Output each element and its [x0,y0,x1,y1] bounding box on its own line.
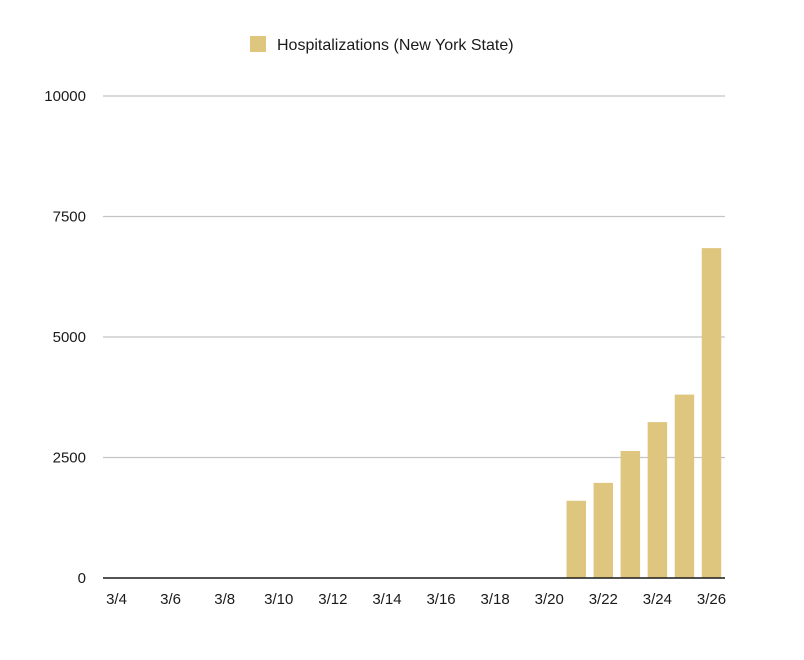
y-axis-ticks: 0 2500 5000 7500 10000 [44,88,86,587]
bars [566,248,722,578]
y-tick-label: 2500 [53,450,86,467]
y-tick-label: 7500 [53,209,86,226]
x-tick-label: 3/10 [264,591,293,608]
x-tick-label: 3/18 [481,591,510,608]
bar-3-23 [620,450,641,578]
y-tick-label: 10000 [44,88,86,105]
x-tick-label: 3/22 [589,591,618,608]
x-tick-label: 3/16 [426,591,455,608]
x-tick-label: 3/26 [697,591,726,608]
x-axis-ticks: 3/4 3/6 3/8 3/10 3/12 3/14 3/16 3/18 3/20 3/22 3/2… [106,591,726,608]
x-tick-label: 3/6 [160,591,181,608]
bar-3-25 [674,394,695,578]
bar-3-21 [566,500,586,578]
legend-label: Hospitalizations (New York State) [277,37,514,54]
x-tick-label: 3/12 [318,591,347,608]
bar-3-26 [701,248,722,578]
y-tick-label: 5000 [53,329,86,346]
x-tick-label: 3/20 [535,591,564,608]
bar-3-22 [593,482,614,578]
x-tick-label: 3/24 [643,591,672,608]
x-tick-label: 3/8 [214,591,235,608]
y-tick-label: 0 [78,570,86,587]
bar-3-24 [647,422,668,578]
gridlines [103,95,725,459]
legend: Hospitalizations (New York State) [250,36,514,54]
x-tick-label: 3/4 [106,591,127,608]
legend-swatch [250,36,266,52]
x-tick-label: 3/14 [372,591,401,608]
